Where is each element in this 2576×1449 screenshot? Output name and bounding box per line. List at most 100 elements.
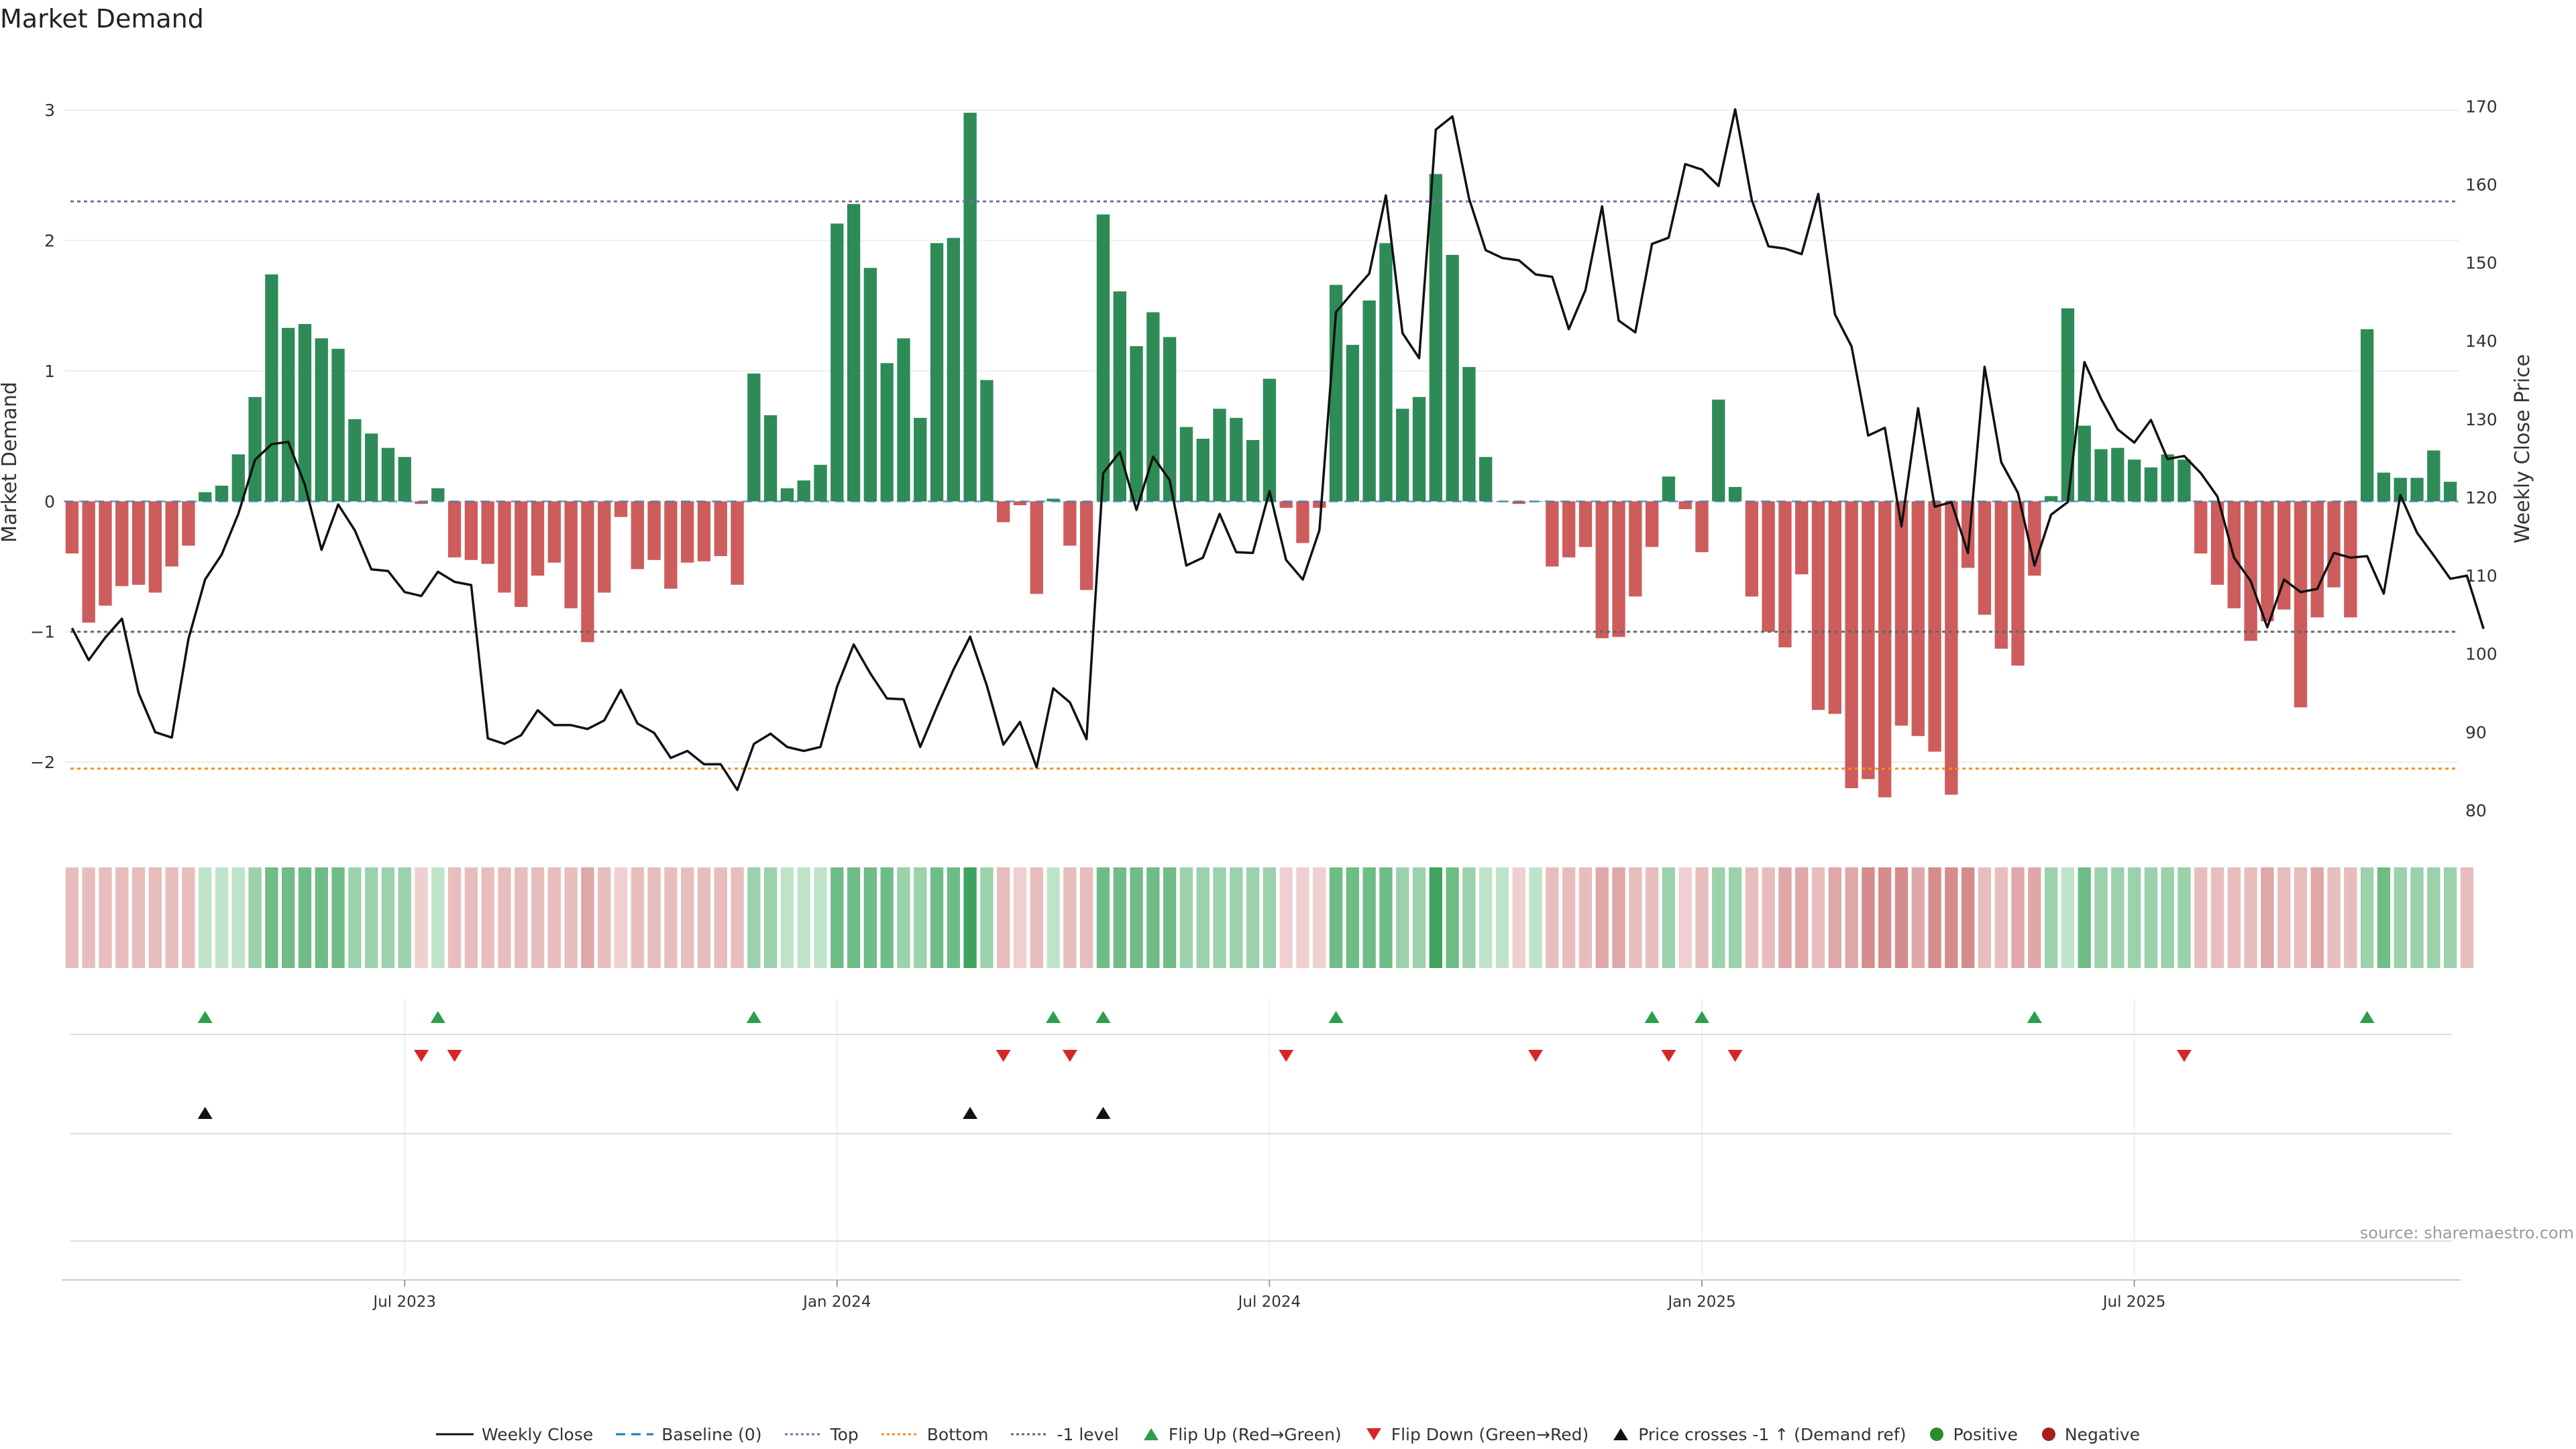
heat-cell [564,867,578,968]
demand-bar [1695,501,1709,553]
heat-cell [631,867,644,968]
heat-cell [980,867,994,968]
heat-cell [814,867,827,968]
demand-bar [1562,501,1576,557]
demand-bar [2078,425,2091,502]
demand-bar [598,501,611,593]
heat-cell [1695,867,1709,968]
heat-cell [947,867,961,968]
flip-down-marker [1661,1050,1676,1062]
y2-tick-label: 120 [2465,488,2498,507]
heat-cell [2443,867,2457,968]
heat-cell [1828,867,1841,968]
demand-bar [1595,501,1609,639]
heat-cell [2144,867,2158,968]
demand-bar [99,501,112,606]
legend-label-positive: Positive [1953,1424,2018,1444]
demand-bar [747,373,761,502]
demand-bar [581,501,594,643]
flip-up-marker [1694,1011,1709,1023]
demand-bar [780,488,794,502]
heat-cell [681,867,694,968]
demand-bar [199,492,212,502]
legend-label-cross: Price crosses -1 ↑ (Demand ref) [1638,1424,1907,1444]
heat-cell [780,867,794,968]
heat-cell [1562,867,1576,968]
legend-label-minus1: -1 level [1057,1424,1119,1444]
heat-cell [1263,867,1277,968]
demand-bar [2360,329,2374,502]
demand-bar [1146,312,1160,502]
demand-bar [1396,409,1409,502]
heat-cell [148,867,162,968]
heat-cell [1379,867,1393,968]
flip-down-marker [996,1050,1011,1062]
demand-bar [2394,478,2407,502]
heat-cell [2044,867,2058,968]
demand-bar [830,223,844,502]
demand-bar [1479,457,1493,502]
demand-bar [464,501,478,560]
heat-cell [99,867,112,968]
x-tick-label: Jan 2024 [802,1293,871,1311]
legend-dotted-icon [1011,1433,1049,1436]
heat-cell [714,867,727,968]
y2-tick-label: 140 [2465,331,2498,351]
demand-bar [2410,478,2424,502]
heat-cell [1928,867,1941,968]
heat-cell [1096,867,1110,968]
demand-bar [947,237,961,502]
y2-tick-label: 150 [2465,254,2498,273]
heat-cell [1629,867,1642,968]
demand-bar [814,464,827,502]
demand-bar [1745,501,1759,597]
flip-up-marker [2027,1011,2042,1023]
demand-bar [2327,501,2341,588]
demand-bar [498,501,511,593]
heat-cell [1778,867,1792,968]
demand-bar [1246,439,1260,502]
heat-cell [1080,867,1093,968]
heat-cell [598,867,611,968]
demand-bar [664,501,678,589]
heat-cell [131,867,146,968]
demand-bar [1179,427,1193,502]
heat-cell [1179,867,1193,968]
demand-bar [963,113,977,502]
demand-bar [1862,501,1875,780]
heat-cell [2294,867,2308,968]
demand-bar [681,501,694,563]
demand-bar [282,327,295,502]
heat-cell [2394,867,2407,968]
demand-bar [880,363,894,502]
heat-cell [1762,867,1775,968]
demand-bar [431,488,445,502]
y-tick-label: 3 [44,101,55,120]
heat-cell [364,867,378,968]
legend-label-baseline: Baseline (0) [661,1424,762,1444]
demand-bar [1845,501,1858,788]
legend-label-bottom: Bottom [926,1424,989,1444]
demand-bar [2377,472,2391,502]
heat-cell [2261,867,2274,968]
demand-bar [131,501,146,585]
flip-up-marker [2359,1011,2375,1023]
demand-bar [2244,501,2257,641]
legend-item-minus1: -1 level [1011,1424,1119,1444]
y-tick-label: 2 [44,231,55,251]
heat-cell [1130,867,1143,968]
y-tick-label: −1 [30,623,55,642]
demand-bar [2111,447,2125,502]
flip-down-marker [447,1050,462,1062]
heat-cell [464,867,478,968]
demand-bar [2261,501,2274,622]
demand-bar [1379,243,1393,502]
demand-bar [1512,501,1525,504]
heat-cell [847,867,861,968]
y2-tick-label: 100 [2465,645,2498,664]
heat-cell [1196,867,1210,968]
x-tick-label: Jul 2025 [2102,1293,2166,1311]
demand-bar [2210,501,2224,585]
demand-bar [1662,476,1676,502]
demand-bar [997,501,1010,523]
